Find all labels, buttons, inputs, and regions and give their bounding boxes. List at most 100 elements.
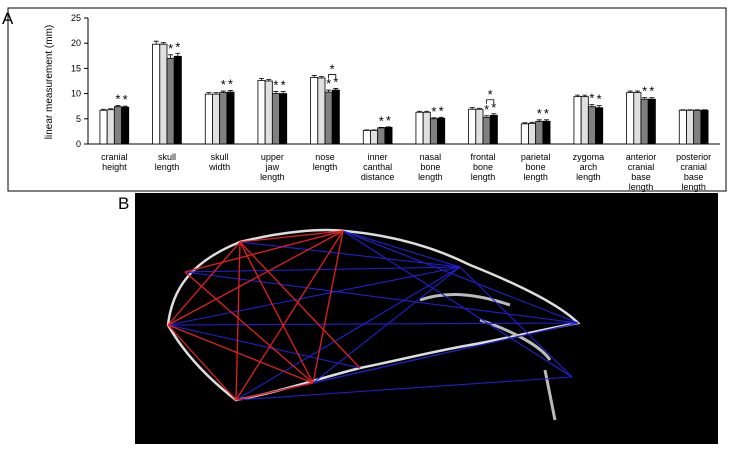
bar	[429, 118, 438, 145]
error-bar	[280, 91, 286, 94]
x-tick-label: nasal bone length	[418, 152, 443, 182]
significance-marker: *	[589, 91, 594, 106]
significance-marker: *	[439, 103, 444, 118]
bar	[489, 114, 498, 145]
bar	[331, 89, 340, 145]
error-bar	[589, 104, 595, 107]
error-bar	[371, 129, 377, 131]
error-bar	[634, 90, 640, 93]
error-bar	[484, 115, 490, 118]
bar	[693, 109, 702, 145]
y-tick-label: 0	[76, 139, 81, 149]
error-bar	[122, 105, 128, 108]
error-bar	[227, 90, 233, 93]
y-tick-label: 10	[71, 89, 81, 99]
bar	[370, 129, 379, 145]
red-lines	[167, 230, 361, 401]
error-bar	[642, 97, 648, 100]
error-bar	[701, 109, 707, 111]
bar	[475, 108, 484, 145]
x-tick-label: parietal bone length	[521, 152, 551, 182]
error-bar	[385, 126, 391, 128]
bar	[264, 80, 273, 145]
bar	[384, 126, 393, 145]
bar	[595, 107, 604, 145]
bar	[580, 96, 589, 145]
bar	[212, 93, 221, 145]
significance-marker: *	[386, 113, 391, 128]
significance-marker: *	[491, 100, 496, 115]
bar	[204, 93, 213, 145]
x-tick-label: anterior cranial base length	[626, 152, 657, 192]
error-bar	[318, 76, 324, 78]
bar	[587, 106, 596, 145]
significance-marker: *	[537, 106, 542, 121]
bar	[173, 55, 182, 145]
bar	[159, 43, 168, 145]
x-tick-label: frontal bone length	[470, 152, 495, 182]
error-bar	[378, 126, 384, 128]
bar	[528, 122, 537, 145]
error-bar	[476, 107, 482, 110]
x-tick-label: skull length	[155, 152, 180, 172]
bracket-marker: *	[488, 87, 493, 102]
bar	[279, 93, 288, 145]
significance-marker: *	[123, 92, 128, 107]
significance-marker: *	[431, 104, 436, 119]
error-bar	[213, 92, 219, 95]
x-tick-label: cranial height	[101, 152, 128, 172]
error-bar	[431, 117, 437, 119]
error-bar	[596, 105, 602, 108]
ct-image	[135, 193, 718, 444]
bar	[542, 120, 551, 145]
y-axis-label: linear measurement (mm)	[44, 25, 55, 139]
bar	[535, 120, 544, 145]
y-tick-label: 5	[76, 114, 81, 124]
significance-marker: *	[175, 39, 180, 54]
bar	[226, 91, 235, 145]
bar	[317, 77, 326, 145]
error-bar	[153, 40, 159, 45]
error-bar	[522, 122, 528, 124]
significance-marker: *	[168, 41, 173, 56]
bar	[700, 109, 709, 145]
error-bar	[364, 129, 370, 131]
error-bar	[627, 90, 633, 93]
significance-marker: *	[649, 84, 654, 99]
bracket	[328, 74, 337, 79]
error-bar	[115, 105, 121, 107]
error-bar	[273, 91, 279, 94]
error-bar	[311, 75, 317, 78]
x-tick-label: nose length	[313, 152, 338, 172]
bar	[626, 92, 635, 145]
bar	[520, 123, 529, 145]
significance-marker: *	[379, 113, 384, 128]
panel-frame	[7, 7, 727, 192]
error-bar	[491, 113, 497, 116]
bar	[647, 98, 656, 145]
bar	[310, 77, 319, 145]
error-bar	[536, 119, 542, 122]
significance-marker: *	[228, 77, 233, 92]
error-bar	[680, 109, 686, 111]
bar	[482, 116, 491, 145]
significance-marker: *	[221, 77, 226, 92]
error-bar	[266, 79, 272, 81]
bracket-marker: *	[330, 62, 335, 77]
bar	[113, 106, 122, 145]
bar	[106, 109, 115, 145]
bar	[166, 57, 175, 145]
error-bar	[175, 52, 181, 57]
error-bar	[168, 54, 174, 59]
significance-marker: *	[273, 78, 278, 93]
image-background	[135, 193, 718, 444]
error-bar	[259, 78, 265, 81]
bar	[633, 92, 642, 145]
bar	[640, 98, 649, 145]
error-bar	[424, 110, 430, 113]
x-tick-label: zygoma arch length	[573, 152, 605, 182]
x-tick-label: inner canthal distance	[361, 152, 395, 182]
blue-lines	[167, 230, 579, 401]
y-tick-label: 15	[71, 63, 81, 73]
